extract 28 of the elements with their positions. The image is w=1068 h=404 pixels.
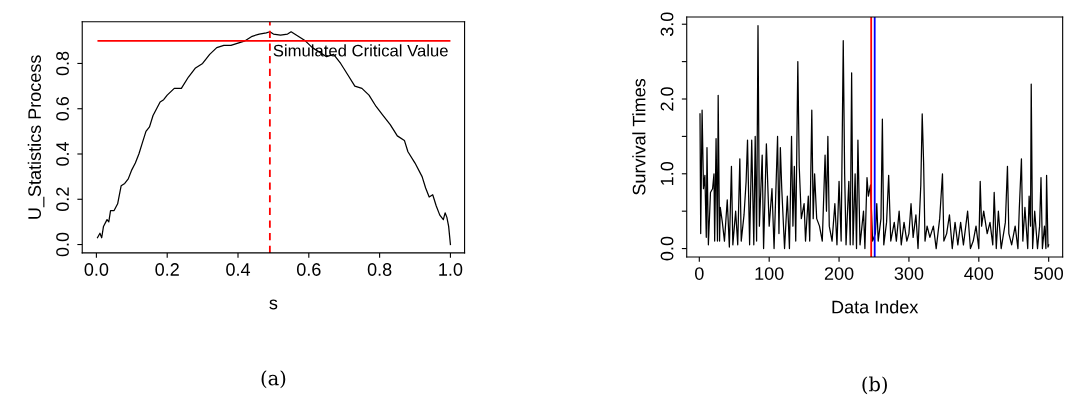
y-tick-label: 1.0: [660, 161, 674, 185]
y-tick-label: 0.6: [56, 96, 69, 121]
text: (a): [261, 370, 286, 389]
y-tick-label: 0.0: [56, 232, 69, 257]
x-tick-label: 0.0: [84, 263, 109, 276]
x-axis-title: Data Index: [832, 300, 919, 314]
x-tick-label: 1.0: [439, 263, 463, 276]
x-axis-title: s: [269, 299, 278, 310]
x-tick-label: 200: [824, 267, 854, 280]
y-axis-title: Survival Times: [632, 78, 646, 195]
y-tick-label: 0.2: [56, 187, 69, 212]
y-tick-label: 2.0: [660, 87, 674, 111]
x-tick-label: 500: [1034, 267, 1064, 280]
x-tick-label: 0.8: [367, 263, 392, 276]
line-series: [699, 25, 1050, 250]
y-tick-label: 0.8: [56, 51, 69, 76]
x-tick-label: 300: [894, 267, 924, 280]
text: (b): [862, 376, 887, 395]
y-tick-label: 0.4: [56, 141, 69, 166]
x-tick-label: 0.4: [226, 263, 251, 276]
x-tick-label: 100: [755, 267, 784, 280]
y-tick-label: 3.0: [660, 12, 674, 37]
y-axis-title: U_Statistics Process: [27, 55, 45, 219]
x-tick-label: 400: [964, 267, 994, 280]
x-tick-label: 0: [694, 267, 704, 280]
line-series: [96, 31, 452, 246]
x-tick-label: 0.2: [155, 263, 179, 276]
x-tick-label: 0.6: [296, 263, 321, 276]
